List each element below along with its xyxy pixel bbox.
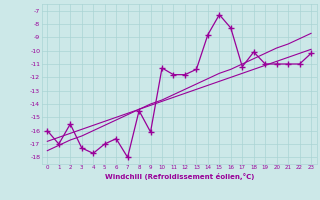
X-axis label: Windchill (Refroidissement éolien,°C): Windchill (Refroidissement éolien,°C) xyxy=(105,173,254,180)
